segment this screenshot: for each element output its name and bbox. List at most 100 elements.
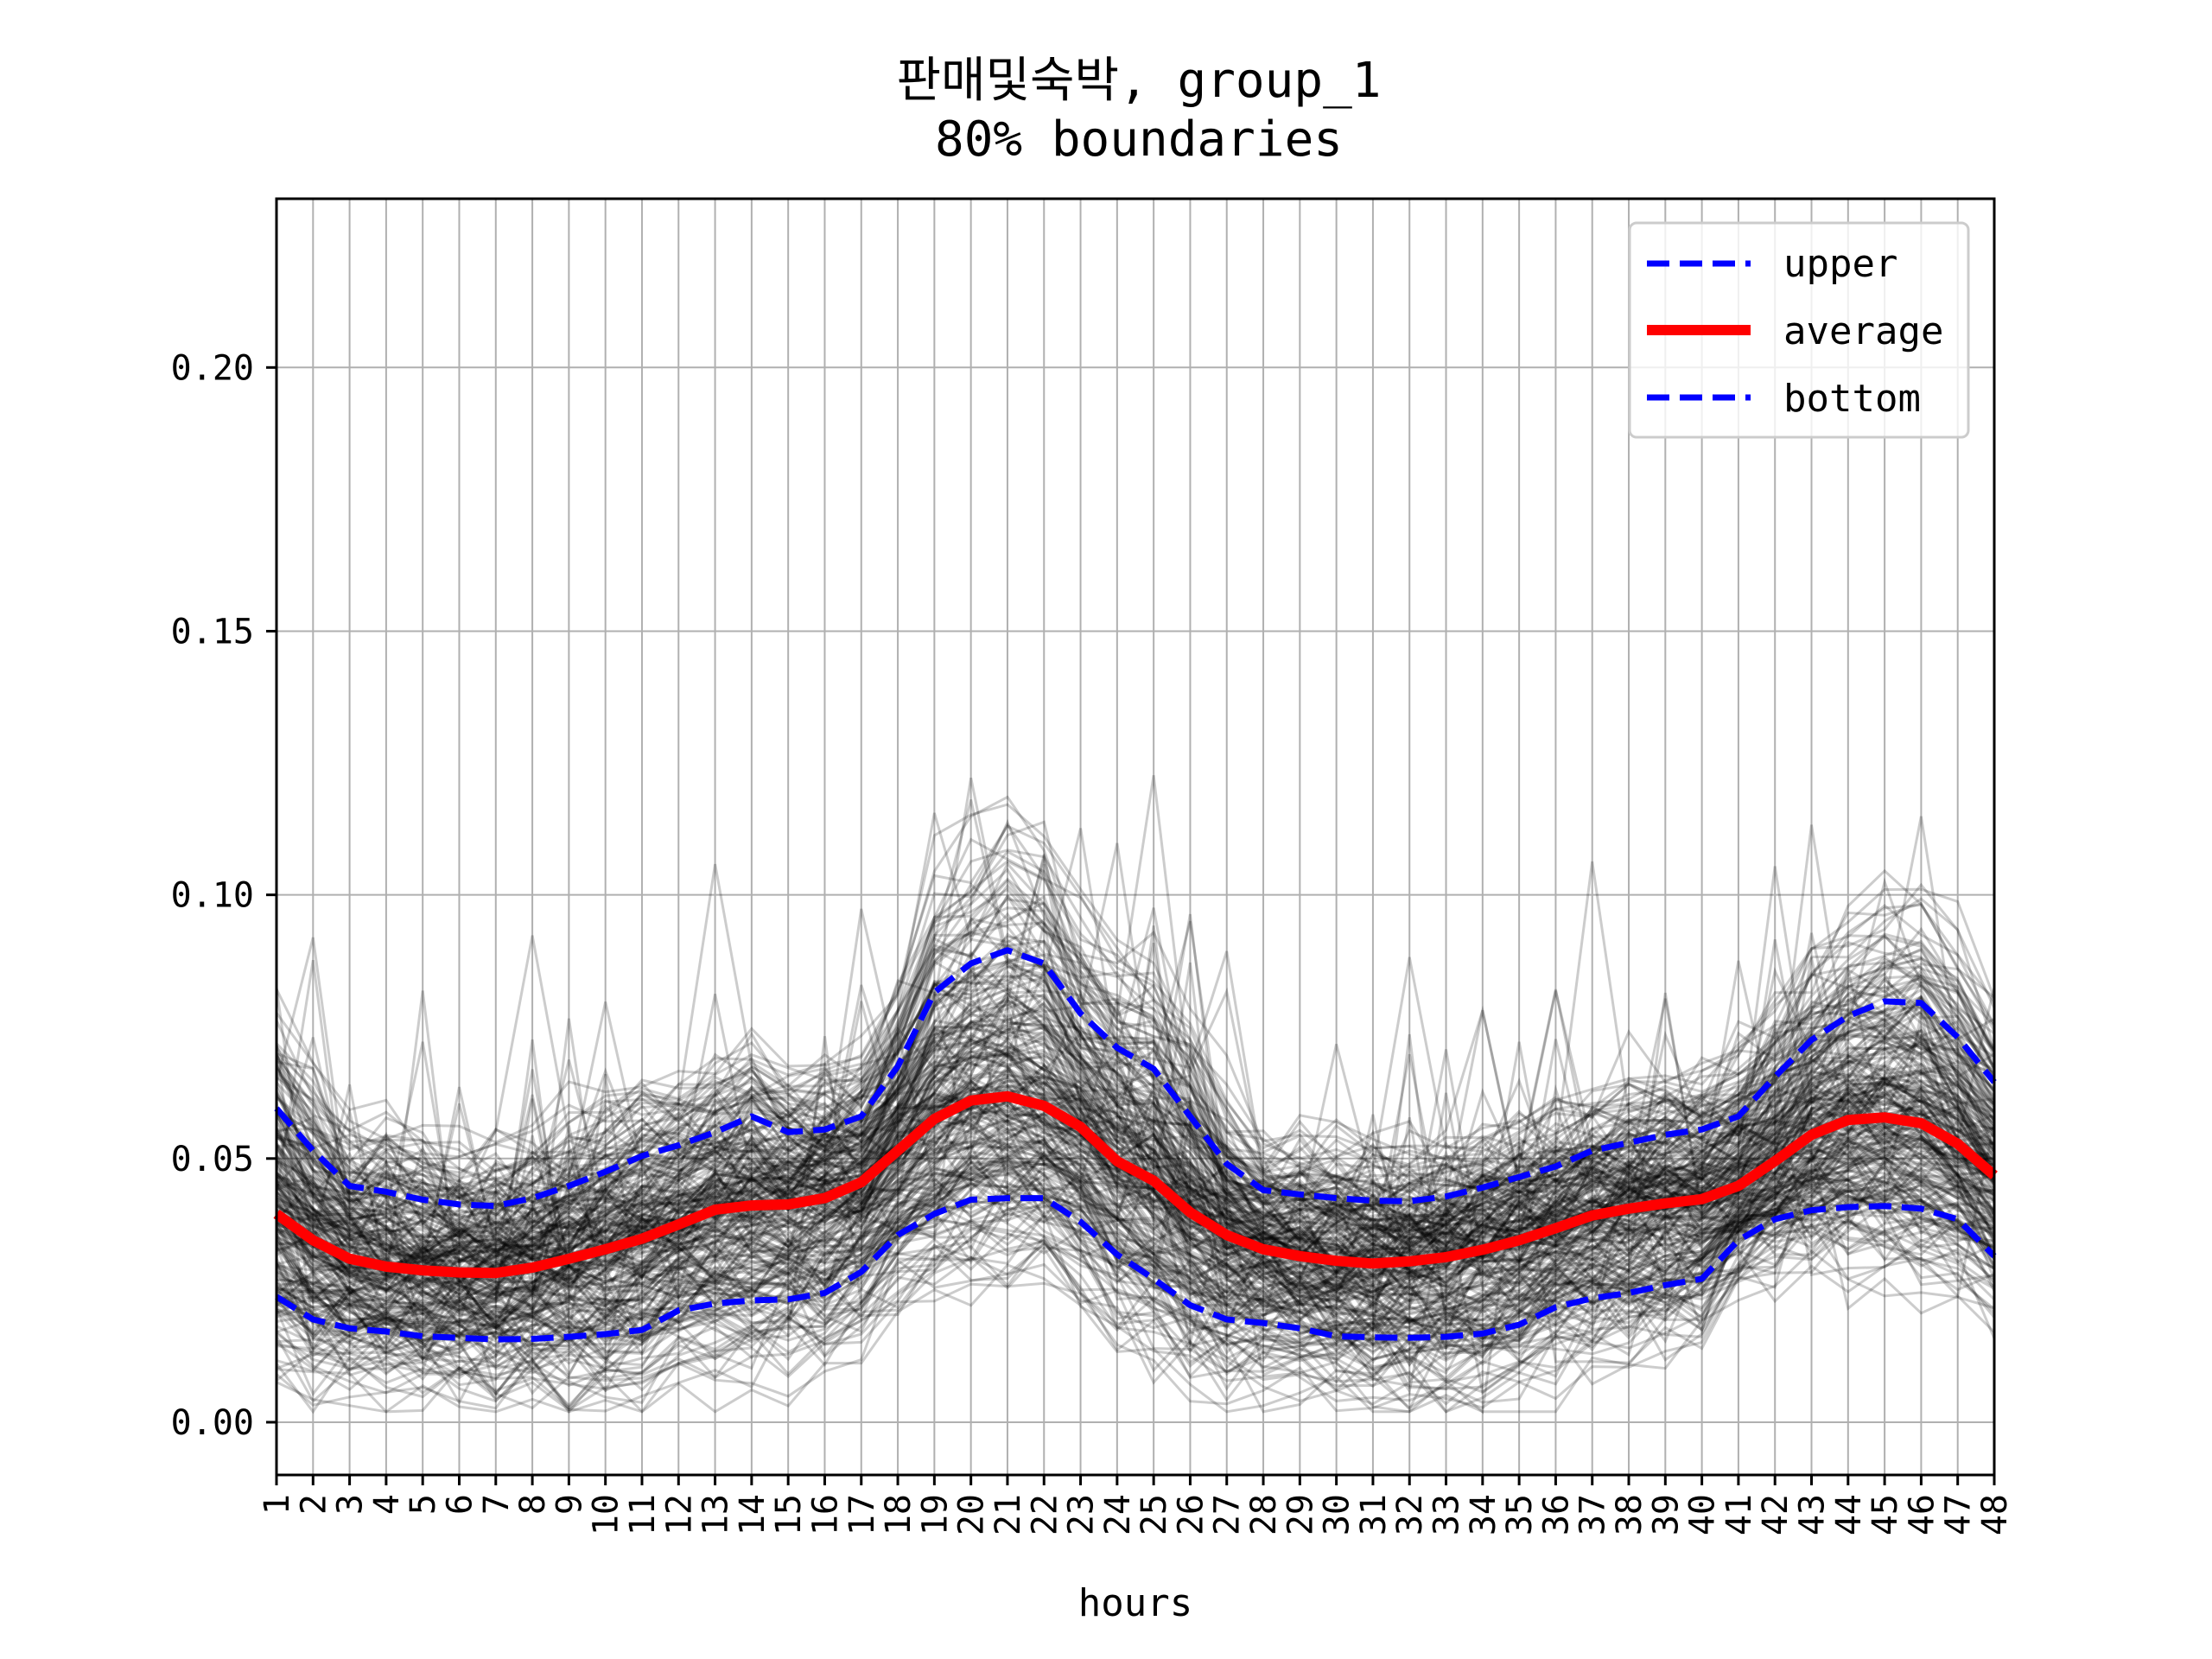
sample-line xyxy=(275,883,1996,1211)
x-tick-label: 11 xyxy=(623,1494,663,1535)
x-tick-label: 25 xyxy=(1135,1494,1174,1535)
sample-line xyxy=(275,1019,1996,1262)
x-tick-label: 8 xyxy=(513,1494,553,1515)
sample-line xyxy=(275,963,1996,1224)
sample-line xyxy=(276,887,1996,1192)
sample-line xyxy=(276,877,1996,1225)
y-tick-label: 0.05 xyxy=(171,1140,254,1179)
sample-line xyxy=(276,921,1996,1204)
sample-line xyxy=(275,1063,1995,1329)
x-tick-label: 4 xyxy=(367,1494,407,1515)
sample-line xyxy=(276,960,1995,1260)
sample-line xyxy=(276,962,1996,1285)
sample-line xyxy=(276,1150,1995,1365)
y-tick-label: 0.15 xyxy=(171,612,254,652)
sample-line xyxy=(276,1034,1995,1273)
sample-line xyxy=(275,1049,1996,1288)
x-tick-label: 40 xyxy=(1683,1494,1723,1535)
sample-line xyxy=(275,1021,1996,1262)
sample-line xyxy=(276,1156,1995,1370)
sample-line xyxy=(276,994,1995,1347)
x-axis: 1234567891011121314151617181920212223242… xyxy=(257,1475,2015,1535)
sample-line xyxy=(276,967,1995,1273)
series-lines xyxy=(273,947,1998,1343)
sample-line xyxy=(275,868,1996,1211)
x-tick-label: 31 xyxy=(1354,1494,1394,1535)
sample-line xyxy=(276,1020,1996,1239)
sample-line xyxy=(276,1041,1996,1313)
sample-line xyxy=(275,1065,1996,1315)
sample-line xyxy=(275,822,1996,1210)
x-tick-label: 46 xyxy=(1902,1494,1942,1535)
legend-label-bottom: bottom xyxy=(1783,377,1921,421)
sample-line xyxy=(276,1139,1996,1340)
sample-line xyxy=(276,1061,1995,1293)
sample-line xyxy=(275,932,1996,1244)
x-tick-label: 23 xyxy=(1062,1494,1102,1535)
sample-line xyxy=(276,1084,1995,1313)
x-tick-label: 5 xyxy=(404,1494,443,1515)
x-tick-label: 38 xyxy=(1610,1494,1649,1535)
legend-label-upper: upper xyxy=(1783,242,1897,286)
sample-line xyxy=(276,1168,1996,1358)
sample-line xyxy=(276,1201,1996,1414)
sample-line xyxy=(275,849,1996,1179)
sample-line xyxy=(275,1040,1996,1302)
sample-line xyxy=(275,863,1996,1262)
sample-line xyxy=(276,1129,1996,1335)
sample-line xyxy=(276,1163,1995,1403)
sample-line xyxy=(275,960,1996,1245)
sample-line xyxy=(275,1125,1995,1332)
sample-line xyxy=(276,854,1996,1246)
sample-line xyxy=(276,1096,1995,1333)
x-tick-label: 37 xyxy=(1573,1494,1613,1535)
sample-line xyxy=(275,992,1996,1323)
sample-line xyxy=(276,1096,1995,1297)
sample-line xyxy=(276,938,1996,1208)
sample-line xyxy=(275,1039,1996,1268)
sample-line xyxy=(276,1018,1996,1310)
sample-line xyxy=(276,1249,1995,1414)
sample-line xyxy=(276,993,1996,1236)
sample-line xyxy=(275,1001,1996,1240)
sample-line xyxy=(276,1027,1995,1346)
sample-line xyxy=(275,979,1995,1246)
sample-line xyxy=(276,1073,1996,1363)
sample-line xyxy=(275,1044,1996,1365)
sample-line xyxy=(275,1116,1995,1338)
x-tick-label: 32 xyxy=(1390,1494,1430,1535)
x-tick-label: 16 xyxy=(805,1494,845,1535)
sample-line xyxy=(276,960,1995,1252)
sample-line xyxy=(276,950,1995,1227)
sample-line xyxy=(276,1064,1995,1294)
x-tick-label: 34 xyxy=(1464,1494,1503,1535)
sample-line xyxy=(275,1027,1996,1272)
sample-line xyxy=(275,1096,1996,1362)
sample-line xyxy=(275,1162,1996,1414)
x-tick-label: 30 xyxy=(1318,1494,1357,1535)
sample-line xyxy=(276,1008,1996,1275)
sample-line xyxy=(275,1127,1995,1348)
sample-line xyxy=(276,995,1996,1260)
sample-line xyxy=(276,1097,1996,1308)
chart-title: 판매및숙박, group_1 xyxy=(896,53,1381,109)
sample-line xyxy=(276,1004,1995,1341)
sample-line xyxy=(275,988,1996,1242)
sample-line xyxy=(276,1182,1995,1395)
sample-line xyxy=(275,959,1996,1276)
x-tick-label: 41 xyxy=(1719,1494,1759,1535)
sample-line xyxy=(276,1096,1996,1325)
x-tick-label: 22 xyxy=(1025,1494,1065,1535)
x-tick-label: 24 xyxy=(1098,1494,1138,1535)
sample-line xyxy=(276,1137,1996,1346)
x-tick-label: 48 xyxy=(1975,1494,2015,1535)
sample-line xyxy=(276,1163,1995,1376)
sample-line xyxy=(275,1212,1996,1412)
sample-line xyxy=(275,935,1996,1245)
sample-line xyxy=(276,1048,1996,1302)
sample-line xyxy=(276,1090,1995,1319)
sample-line xyxy=(275,778,1996,1243)
sample-line xyxy=(275,828,1996,1233)
sample-line xyxy=(275,1039,1996,1324)
sample-line xyxy=(275,1155,1995,1351)
